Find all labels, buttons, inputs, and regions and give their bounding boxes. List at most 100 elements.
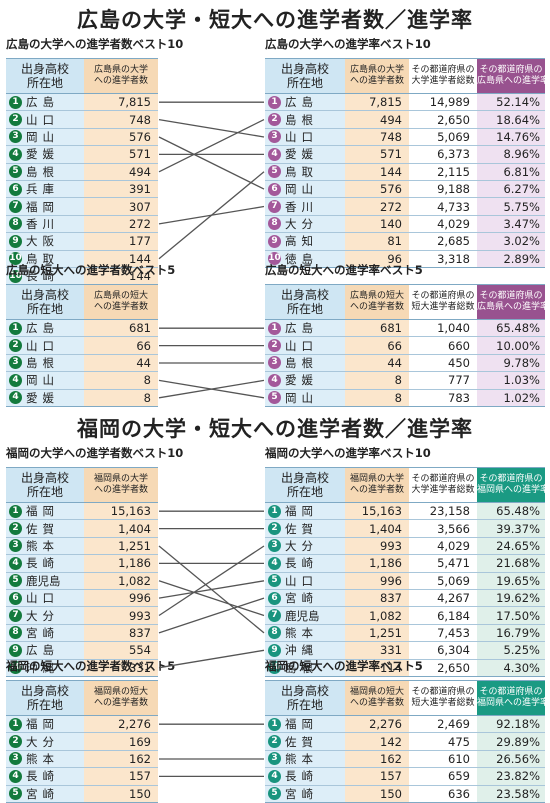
prefecture-name: 大分	[285, 216, 318, 231]
origin-cell: 4 愛媛	[265, 145, 345, 164]
connector-line	[158, 545, 265, 617]
count-cell: 554	[84, 641, 158, 660]
rank-badge: 9	[268, 643, 281, 657]
rank-badge: 3	[9, 752, 22, 766]
table-row: 2 佐賀 142 475 29.89%	[265, 732, 545, 751]
left-table-title: 福岡の大学への進学者数ベスト10	[6, 446, 184, 460]
table-row: 7 香川 272 4,733 5.75%	[265, 197, 545, 216]
rank-badge: 8	[9, 626, 22, 640]
prefecture-name: 広島	[285, 321, 318, 336]
origin-cell: 10 長崎	[6, 266, 84, 285]
total-cell: 2,685	[409, 232, 477, 251]
rank-badge: 8	[9, 217, 22, 231]
origin-cell: 1 広島	[265, 319, 345, 337]
origin-cell: 8 大分	[265, 214, 345, 233]
origin-cell: 2 佐賀	[265, 732, 345, 751]
rate-cell: 24.65%	[477, 536, 545, 555]
header-origin: 出身高校 所在地	[6, 58, 84, 94]
table-row: 2 島根 494 2,650 18.64%	[265, 110, 545, 129]
header-origin: 出身高校 所在地	[265, 58, 345, 94]
origin-cell: 4 愛媛	[6, 145, 84, 164]
rank-badge: 10	[9, 661, 22, 675]
rank-badge: 5	[9, 165, 22, 179]
table-row: 3 岡山 576	[6, 127, 158, 146]
table-row: 4 愛媛 8 777 1.03%	[265, 371, 545, 390]
table-row: 8 香川 272	[6, 214, 158, 233]
count-cell: 494	[345, 110, 409, 129]
origin-cell: 9 高知	[265, 232, 345, 251]
origin-cell: 1 福岡	[6, 502, 84, 520]
table-row: 9 広島 554	[6, 641, 158, 660]
total-cell: 4,029	[409, 536, 477, 555]
prefecture-name: 愛媛	[285, 147, 318, 162]
total-cell: 475	[409, 732, 477, 751]
rank-badge: 8	[268, 626, 281, 640]
prefecture-name: 広島	[26, 321, 59, 336]
prefecture-name: 山口	[26, 112, 59, 127]
origin-cell: 6 山口	[6, 588, 84, 607]
table-row: 4 長崎 1,186	[6, 554, 158, 573]
table-row: 1 広島 681	[6, 319, 158, 337]
prefecture-name: 熊本	[26, 538, 59, 553]
origin-cell: 4 長崎	[265, 767, 345, 786]
table-row: 2 山口 748	[6, 110, 158, 129]
header-origin: 出身高校 所在地	[265, 467, 345, 503]
origin-cell: 3 岡山	[6, 127, 84, 146]
origin-cell: 8 熊本	[265, 623, 345, 642]
rank-badge: 9	[9, 643, 22, 657]
prefecture-name: 長崎	[26, 269, 59, 284]
prefecture-name: 島根	[26, 164, 59, 179]
origin-cell: 6 宮崎	[265, 588, 345, 607]
rank-badge: 5	[9, 787, 22, 801]
rank-badge: 1	[9, 95, 22, 109]
count-cell: 576	[84, 127, 158, 146]
table-row: 1 広島 681 1,040 65.48%	[265, 319, 545, 337]
origin-cell: 3 熊本	[6, 536, 84, 555]
connector-line	[158, 580, 265, 617]
rank-badge: 3	[268, 356, 281, 370]
rate-cell: 5.25%	[477, 641, 545, 660]
origin-cell: 4 長崎	[265, 554, 345, 573]
origin-cell: 2 島根	[265, 110, 345, 129]
prefecture-name: 長崎	[26, 556, 59, 571]
prefecture-name: 鳥取	[285, 164, 318, 179]
count-cell: 2,276	[84, 715, 158, 733]
rank-badge: 5	[268, 165, 281, 179]
total-cell: 660	[409, 336, 477, 355]
count-cell: 44	[84, 353, 158, 372]
rank-badge: 1	[268, 504, 281, 518]
table-row: 10 沖縄 331	[6, 658, 158, 677]
count-cell: 993	[84, 606, 158, 625]
total-cell: 5,069	[409, 571, 477, 590]
prefecture-name: 鹿児島	[26, 573, 61, 588]
origin-cell: 1 広島	[6, 319, 84, 337]
table-row: 5 島根 494	[6, 162, 158, 181]
total-cell: 6,304	[409, 641, 477, 660]
origin-cell: 9 沖縄	[265, 641, 345, 660]
table-row: 5 岡山 8 783 1.02%	[265, 388, 545, 407]
origin-cell: 2 佐賀	[6, 519, 84, 538]
rate-cell: 9.78%	[477, 353, 545, 372]
count-cell: 7,815	[84, 93, 158, 111]
count-cell: 81	[345, 232, 409, 251]
count-cell: 571	[345, 145, 409, 164]
total-cell: 777	[409, 371, 477, 390]
rank-badge: 4	[268, 556, 281, 570]
table-row: 4 愛媛 571 6,373 8.96%	[265, 145, 545, 164]
prefecture-name: 宮崎	[285, 786, 318, 801]
prefecture-name: 山口	[26, 338, 59, 353]
count-cell: 142	[345, 732, 409, 751]
prefecture-name: 山口	[285, 573, 318, 588]
table-row: 3 熊本 162 610 26.56%	[265, 749, 545, 768]
table-row: 5 鳥取 144 2,115 6.81%	[265, 162, 545, 181]
count-cell: 44	[345, 353, 409, 372]
table-row: 2 大分 169	[6, 732, 158, 751]
table-row: 10 鳥取 144	[6, 249, 158, 268]
table-row: 3 島根 44 450 9.78%	[265, 353, 545, 372]
count-cell: 8	[84, 388, 158, 407]
count-cell: 331	[345, 641, 409, 660]
table-row: 4 長崎 157	[6, 767, 158, 786]
prefecture-name: 福岡	[26, 199, 59, 214]
header-count: 広島県の大学 への進学者数	[84, 58, 158, 94]
prefecture-name: 福岡	[26, 717, 59, 732]
